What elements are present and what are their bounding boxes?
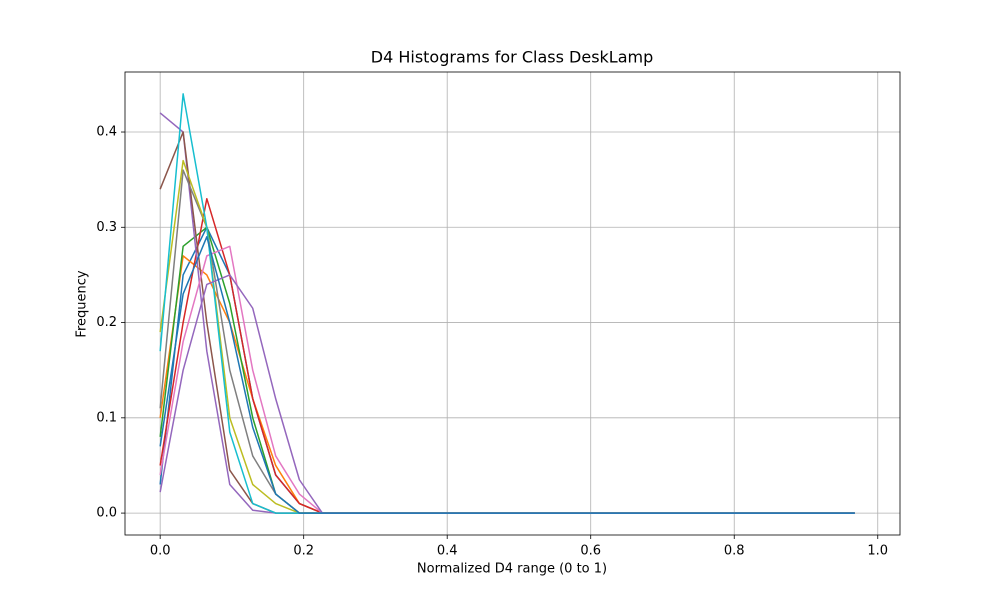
series-line xyxy=(159,274,855,514)
x-tick-label: 1.0 xyxy=(867,544,888,559)
series-line xyxy=(159,226,855,514)
x-tick-label: 0.4 xyxy=(437,544,458,559)
y-tick-label: 0.1 xyxy=(96,410,117,425)
y-tick-label: 0.0 xyxy=(96,506,117,521)
series-line xyxy=(159,226,855,514)
chart-title: D4 Histograms for Class DeskLamp xyxy=(371,48,654,67)
x-tick-label: 0.8 xyxy=(724,544,745,559)
x-tick-label: 0.0 xyxy=(150,544,171,559)
x-axis-label: Normalized D4 range (0 to 1) xyxy=(417,562,607,577)
series-line xyxy=(159,93,855,514)
y-axis-label: Frequency xyxy=(75,270,90,337)
series-line xyxy=(159,245,855,514)
x-tick-label: 0.2 xyxy=(293,544,314,559)
y-tick-label: 0.3 xyxy=(96,220,117,235)
y-tick-label: 0.4 xyxy=(96,125,117,140)
x-tick-label: 0.6 xyxy=(580,544,601,559)
plot-frame xyxy=(124,71,901,536)
series-line xyxy=(159,112,855,514)
series-line xyxy=(159,236,855,514)
y-tick-label: 0.2 xyxy=(96,315,117,330)
